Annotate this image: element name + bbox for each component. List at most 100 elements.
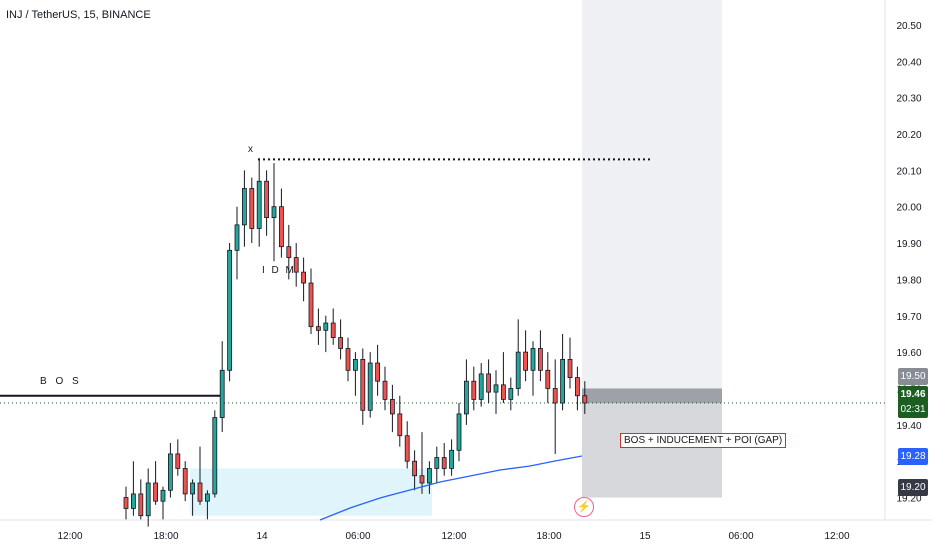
candle-body xyxy=(575,377,580,397)
candle-body xyxy=(456,413,462,451)
candle-body xyxy=(301,271,307,284)
candle-body xyxy=(212,417,218,495)
y-tick-label: 19.80 xyxy=(896,275,921,286)
candle-body xyxy=(190,482,196,495)
chart-title[interactable]: INJ / TetherUS, 15, BINANCE xyxy=(6,9,151,21)
setup-annotation[interactable]: BOS + INDUCEMENT + POI (GAP) xyxy=(620,433,787,448)
candle-body xyxy=(389,398,395,415)
candle-body xyxy=(367,362,373,411)
candle-body xyxy=(167,453,173,491)
candle-body xyxy=(153,482,159,502)
candle-body xyxy=(278,206,284,248)
x-tick-label: 12:00 xyxy=(824,531,849,542)
y-tick-label: 20.40 xyxy=(896,57,921,68)
x-mark-label: x xyxy=(248,144,253,155)
y-tick-label: 19.70 xyxy=(896,312,921,323)
y-tick-label: 20.10 xyxy=(896,166,921,177)
x-tick-label: 06:00 xyxy=(728,531,753,542)
candle-body xyxy=(500,384,506,400)
candle-body xyxy=(523,351,528,371)
y-tick-label: 20.50 xyxy=(896,21,921,32)
candle-body xyxy=(338,337,344,349)
y-tick-label: 19.90 xyxy=(896,239,921,250)
candle-body xyxy=(286,246,292,258)
target-price-label: 19.20 xyxy=(898,479,928,496)
candle-body xyxy=(567,358,573,378)
y-tick-label: 20.20 xyxy=(896,130,921,141)
candle-body xyxy=(360,358,366,411)
x-tick-label: 12:00 xyxy=(441,531,466,542)
candle-body xyxy=(249,188,255,229)
demand-zone xyxy=(190,468,432,516)
y-tick-label: 19.40 xyxy=(896,421,921,432)
candle-body xyxy=(434,457,440,469)
candle-body xyxy=(478,373,484,400)
candle-body xyxy=(219,369,225,418)
candle-body xyxy=(582,395,588,404)
candle-body xyxy=(426,468,432,484)
candle-body xyxy=(204,493,210,502)
candle-body xyxy=(538,348,543,371)
candle-body xyxy=(197,482,203,502)
y-tick-label: 19.20 xyxy=(896,494,921,505)
candle-body xyxy=(293,257,299,273)
candle-body xyxy=(345,348,351,371)
candle-body xyxy=(545,369,551,389)
candle-body xyxy=(138,493,144,517)
candle-body xyxy=(382,380,388,400)
candle-body xyxy=(515,351,521,389)
candle-body xyxy=(397,413,403,437)
candle-body xyxy=(227,249,233,371)
candle-body xyxy=(375,362,381,382)
candle-body xyxy=(463,380,469,415)
candle-body xyxy=(404,435,410,462)
stop-zone xyxy=(582,388,722,404)
candle-body xyxy=(352,358,358,371)
bos-label: B O S xyxy=(38,376,84,387)
x-tick-label: 18:00 xyxy=(536,531,561,542)
entry-price-label: 19.28 xyxy=(898,448,928,465)
candle-body xyxy=(160,489,166,502)
candle-body xyxy=(471,380,477,400)
candle-body xyxy=(123,497,129,509)
moving-average-line xyxy=(319,455,583,521)
x-tick-label: 14 xyxy=(256,531,268,542)
idm-label: I D M xyxy=(262,265,296,276)
candle-body xyxy=(256,180,262,229)
candle-body xyxy=(271,206,277,218)
x-tick-label: 15 xyxy=(639,531,651,542)
candle-body xyxy=(315,326,321,331)
candle-body xyxy=(419,475,425,484)
candle-body xyxy=(552,388,558,404)
candle-body xyxy=(182,468,188,495)
candle-body xyxy=(412,460,418,477)
upper-target-zone xyxy=(582,0,722,389)
candle-body xyxy=(508,388,514,400)
stop-price-label: 19.50 xyxy=(898,368,928,385)
candle-body xyxy=(530,348,536,371)
countdown-label: 02:31 xyxy=(898,401,928,418)
candle-body xyxy=(323,322,329,331)
lightning-icon[interactable]: ⚡ xyxy=(574,497,594,517)
current-price-label: 19.46 xyxy=(898,386,928,403)
candle-body xyxy=(234,224,240,251)
candle-body xyxy=(560,358,565,404)
y-tick-label: 19.60 xyxy=(896,348,921,359)
candle-body xyxy=(264,180,270,219)
y-tick-label: 20.30 xyxy=(896,94,921,105)
candle-body xyxy=(130,493,136,509)
candle-body xyxy=(493,384,499,393)
x-tick-label: 12:00 xyxy=(57,531,82,542)
candle-body xyxy=(145,482,151,517)
x-tick-label: 18:00 xyxy=(153,531,178,542)
candle-body xyxy=(330,322,336,338)
candle-body xyxy=(241,188,247,226)
candle-body xyxy=(486,373,492,393)
candle-body xyxy=(308,282,314,328)
y-tick-label: 20.00 xyxy=(896,203,921,214)
candle-body xyxy=(441,457,447,469)
candle-body xyxy=(449,449,455,469)
candle-body xyxy=(175,453,181,469)
